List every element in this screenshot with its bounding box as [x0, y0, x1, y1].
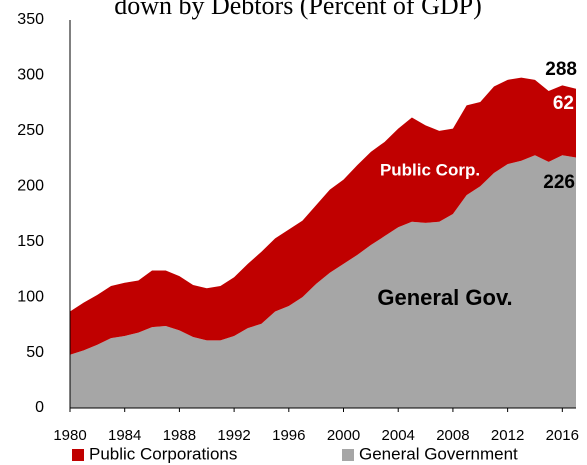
value-label: 62 [553, 93, 574, 114]
area [70, 77, 576, 355]
y-tick-label: 250 [17, 122, 44, 139]
x-tick-label: 1984 [108, 427, 141, 444]
total-label: 288 [545, 59, 577, 80]
legend-label: General Government [359, 444, 518, 463]
x-tick-label: 1980 [53, 427, 86, 444]
x-tick-label: 1992 [217, 427, 250, 444]
y-tick-label: 0 [35, 399, 44, 416]
legend-swatch [72, 449, 84, 461]
annotation: Public Corp. [380, 160, 480, 179]
y-tick-label: 150 [17, 233, 44, 250]
chart-title: down by Debtors (Percent of GDP) [114, 0, 482, 20]
x-tick-label: 2000 [327, 427, 360, 444]
x-tick-label: 2004 [382, 427, 415, 444]
area [70, 155, 576, 408]
legend-label: Public Corporations [89, 444, 237, 463]
value-label: 226 [543, 172, 575, 193]
x-tick-label: 1988 [163, 427, 196, 444]
x-tick-label: 1996 [272, 427, 305, 444]
y-tick-label: 50 [26, 344, 44, 361]
legend-swatch [342, 449, 354, 461]
y-tick-label: 300 [17, 67, 44, 84]
x-tick-label: 2016 [546, 427, 579, 444]
x-tick-label: 2008 [436, 427, 469, 444]
annotation: General Gov. [377, 285, 512, 310]
y-tick-label: 350 [17, 11, 44, 28]
y-tick-label: 100 [17, 288, 44, 305]
x-tick-label: 2012 [491, 427, 524, 444]
y-tick-label: 200 [17, 178, 44, 195]
